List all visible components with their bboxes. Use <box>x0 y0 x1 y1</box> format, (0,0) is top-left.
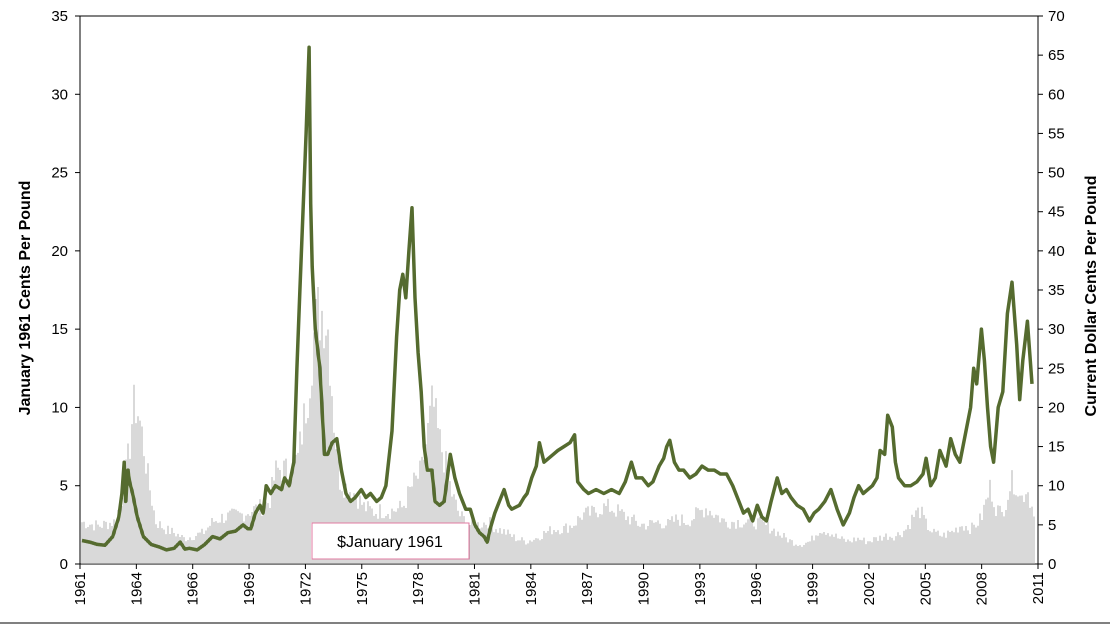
right-axis-ticks: 0 5 10 15 20 25 30 35 40 45 50 55 60 65 70 <box>1038 8 1065 573</box>
x-tick-label: 1972 <box>297 572 314 605</box>
right-tick-label: 70 <box>1048 8 1065 25</box>
x-tick-label: 1999 <box>805 572 822 605</box>
legend-box <box>311 522 470 560</box>
right-tick-label: 25 <box>1048 360 1065 377</box>
x-tick-label: 1961 <box>72 572 89 605</box>
x-tick-label: 2011 <box>1030 572 1047 604</box>
line-path <box>81 45 1034 552</box>
x-tick-label: 1981 <box>466 572 483 605</box>
x-tick-label: 1964 <box>128 572 145 605</box>
right-tick-label: 50 <box>1048 165 1065 182</box>
left-tick-label: 30 <box>51 86 68 103</box>
left-tick-label: 10 <box>51 399 68 416</box>
right-tick-label: 35 <box>1048 282 1065 299</box>
x-tick-label: 1996 <box>748 572 765 605</box>
x-tick-label: 1969 <box>241 572 258 605</box>
x-tick-label: 2005 <box>917 572 934 605</box>
right-tick-label: 55 <box>1048 125 1065 142</box>
x-tick-label: 1975 <box>354 572 371 605</box>
x-tick-label: 1978 <box>410 572 427 605</box>
left-tick-label: 5 <box>60 478 68 495</box>
right-axis-title: Current Dollar Cents Per Pound <box>1083 176 1100 417</box>
line-series-current-dollar <box>81 45 1034 552</box>
x-tick-label: 1990 <box>636 572 653 605</box>
plot-area <box>79 15 1039 565</box>
legend-label: $January 1961 <box>337 534 443 551</box>
right-tick-label: 15 <box>1048 439 1065 456</box>
right-tick-label: 10 <box>1048 478 1065 495</box>
right-tick-label: 65 <box>1048 47 1065 64</box>
right-tick-label: 60 <box>1048 86 1065 103</box>
right-tick-label: 45 <box>1048 204 1065 221</box>
left-axis-ticks: 0 5 10 15 20 25 30 35 <box>51 8 80 573</box>
right-tick-label: 5 <box>1048 517 1056 534</box>
x-tick-label: 2002 <box>861 572 878 605</box>
right-tick-label: 30 <box>1048 321 1065 338</box>
right-tick-label: 40 <box>1048 243 1065 260</box>
x-axis-ticks: 1961 1964 1966 1969 1972 1975 1978 1981 1984 1987… <box>72 564 1047 605</box>
x-tick-label: 2008 <box>974 572 991 605</box>
left-tick-label: 0 <box>60 556 68 573</box>
right-tick-label: 0 <box>1048 556 1056 573</box>
x-tick-label: 1987 <box>579 572 596 605</box>
left-axis-title: January 1961 Cents Per Pound <box>17 181 34 416</box>
x-tick-label: 1966 <box>185 572 202 605</box>
left-tick-label: 20 <box>51 243 68 260</box>
right-tick-label: 20 <box>1048 399 1065 416</box>
left-tick-label: 25 <box>51 165 68 182</box>
legend: $January 1961 <box>311 522 470 560</box>
x-tick-label: 1984 <box>523 572 540 605</box>
x-tick-label: 1993 <box>692 572 709 605</box>
left-tick-label: 15 <box>51 321 68 338</box>
left-tick-label: 35 <box>51 8 68 25</box>
